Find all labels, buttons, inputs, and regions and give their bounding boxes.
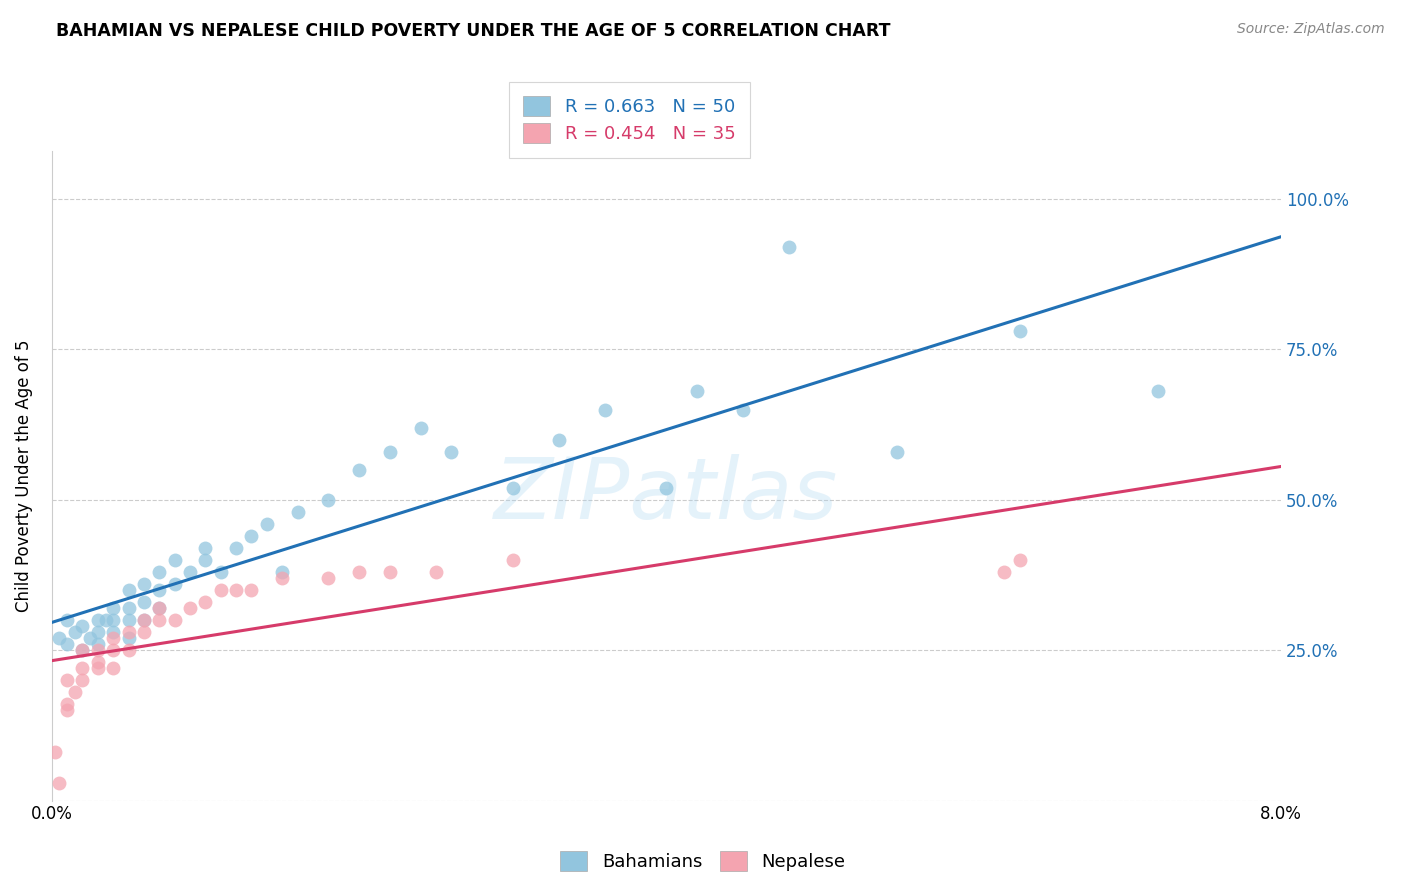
- Point: [655, 481, 678, 495]
- Point: [194, 595, 217, 609]
- Point: [117, 613, 139, 627]
- Point: [502, 553, 524, 567]
- Point: [72, 619, 94, 633]
- Point: [103, 631, 125, 645]
- Point: [163, 577, 186, 591]
- Point: [48, 775, 70, 789]
- Point: [440, 444, 463, 458]
- Point: [72, 643, 94, 657]
- Point: [63, 625, 86, 640]
- Point: [103, 661, 125, 675]
- Point: [194, 541, 217, 555]
- Point: [1008, 553, 1031, 567]
- Point: [409, 420, 432, 434]
- Point: [117, 631, 139, 645]
- Point: [103, 613, 125, 627]
- Point: [271, 571, 294, 585]
- Point: [103, 625, 125, 640]
- Point: [117, 625, 139, 640]
- Text: BAHAMIAN VS NEPALESE CHILD POVERTY UNDER THE AGE OF 5 CORRELATION CHART: BAHAMIAN VS NEPALESE CHILD POVERTY UNDER…: [56, 22, 891, 40]
- Point: [993, 565, 1015, 579]
- Text: Source: ZipAtlas.com: Source: ZipAtlas.com: [1237, 22, 1385, 37]
- Legend: Bahamians, Nepalese: Bahamians, Nepalese: [553, 844, 853, 879]
- Point: [117, 601, 139, 615]
- Point: [163, 553, 186, 567]
- Legend: R = 0.663   N = 50, R = 0.454   N = 35: R = 0.663 N = 50, R = 0.454 N = 35: [509, 82, 749, 158]
- Point: [117, 582, 139, 597]
- Point: [87, 643, 110, 657]
- Point: [56, 613, 79, 627]
- Point: [378, 565, 401, 579]
- Point: [72, 661, 94, 675]
- Point: [72, 643, 94, 657]
- Point: [48, 631, 70, 645]
- Point: [56, 703, 79, 717]
- Point: [148, 613, 170, 627]
- Point: [593, 402, 616, 417]
- Point: [132, 595, 155, 609]
- Point: [148, 601, 170, 615]
- Point: [287, 505, 309, 519]
- Point: [163, 613, 186, 627]
- Point: [209, 582, 232, 597]
- Point: [87, 625, 110, 640]
- Point: [148, 601, 170, 615]
- Point: [117, 643, 139, 657]
- Point: [1147, 384, 1170, 399]
- Point: [132, 613, 155, 627]
- Text: ZIPatlas: ZIPatlas: [495, 454, 838, 537]
- Point: [318, 492, 340, 507]
- Point: [502, 481, 524, 495]
- Point: [44, 746, 66, 760]
- Point: [1008, 324, 1031, 338]
- Point: [318, 571, 340, 585]
- Point: [778, 240, 800, 254]
- Point: [87, 637, 110, 651]
- Point: [103, 643, 125, 657]
- Point: [425, 565, 447, 579]
- Point: [225, 541, 247, 555]
- Point: [256, 516, 278, 531]
- Point: [209, 565, 232, 579]
- Point: [240, 582, 263, 597]
- Point: [347, 463, 370, 477]
- Point: [56, 673, 79, 688]
- Point: [733, 402, 755, 417]
- Point: [132, 577, 155, 591]
- Point: [87, 613, 110, 627]
- Point: [148, 582, 170, 597]
- Point: [240, 529, 263, 543]
- Y-axis label: Child Poverty Under the Age of 5: Child Poverty Under the Age of 5: [15, 340, 32, 612]
- Point: [547, 433, 569, 447]
- Point: [347, 565, 370, 579]
- Point: [132, 613, 155, 627]
- Point: [179, 565, 201, 579]
- Point: [148, 565, 170, 579]
- Point: [72, 673, 94, 688]
- Point: [886, 444, 908, 458]
- Point: [94, 613, 117, 627]
- Point: [56, 698, 79, 712]
- Point: [63, 685, 86, 699]
- Point: [179, 601, 201, 615]
- Point: [378, 444, 401, 458]
- Point: [132, 625, 155, 640]
- Point: [194, 553, 217, 567]
- Point: [56, 637, 79, 651]
- Point: [686, 384, 709, 399]
- Point: [271, 565, 294, 579]
- Point: [79, 631, 101, 645]
- Point: [225, 582, 247, 597]
- Point: [103, 601, 125, 615]
- Point: [87, 661, 110, 675]
- Point: [87, 655, 110, 669]
